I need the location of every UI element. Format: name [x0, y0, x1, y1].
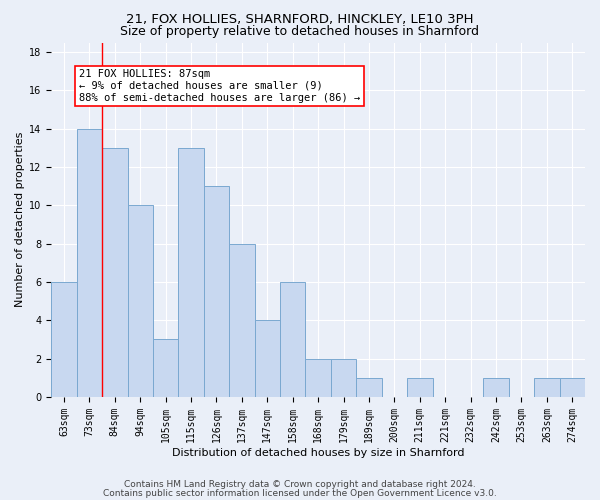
Bar: [229, 244, 254, 397]
Bar: [102, 148, 128, 397]
Bar: [331, 358, 356, 397]
Text: Contains HM Land Registry data © Crown copyright and database right 2024.: Contains HM Land Registry data © Crown c…: [124, 480, 476, 489]
Bar: [356, 378, 382, 397]
Text: Size of property relative to detached houses in Sharnford: Size of property relative to detached ho…: [121, 25, 479, 38]
Bar: [534, 378, 560, 397]
X-axis label: Distribution of detached houses by size in Sharnford: Distribution of detached houses by size …: [172, 448, 464, 458]
Bar: [204, 186, 229, 397]
Bar: [178, 148, 204, 397]
Text: 21, FOX HOLLIES, SHARNFORD, HINCKLEY, LE10 3PH: 21, FOX HOLLIES, SHARNFORD, HINCKLEY, LE…: [126, 12, 474, 26]
Bar: [560, 378, 585, 397]
Bar: [484, 378, 509, 397]
Bar: [128, 206, 153, 397]
Bar: [305, 358, 331, 397]
Bar: [153, 340, 178, 397]
Bar: [254, 320, 280, 397]
Text: 21 FOX HOLLIES: 87sqm
← 9% of detached houses are smaller (9)
88% of semi-detach: 21 FOX HOLLIES: 87sqm ← 9% of detached h…: [79, 70, 360, 102]
Bar: [77, 128, 102, 397]
Text: Contains public sector information licensed under the Open Government Licence v3: Contains public sector information licen…: [103, 488, 497, 498]
Bar: [51, 282, 77, 397]
Y-axis label: Number of detached properties: Number of detached properties: [15, 132, 25, 308]
Bar: [407, 378, 433, 397]
Bar: [280, 282, 305, 397]
